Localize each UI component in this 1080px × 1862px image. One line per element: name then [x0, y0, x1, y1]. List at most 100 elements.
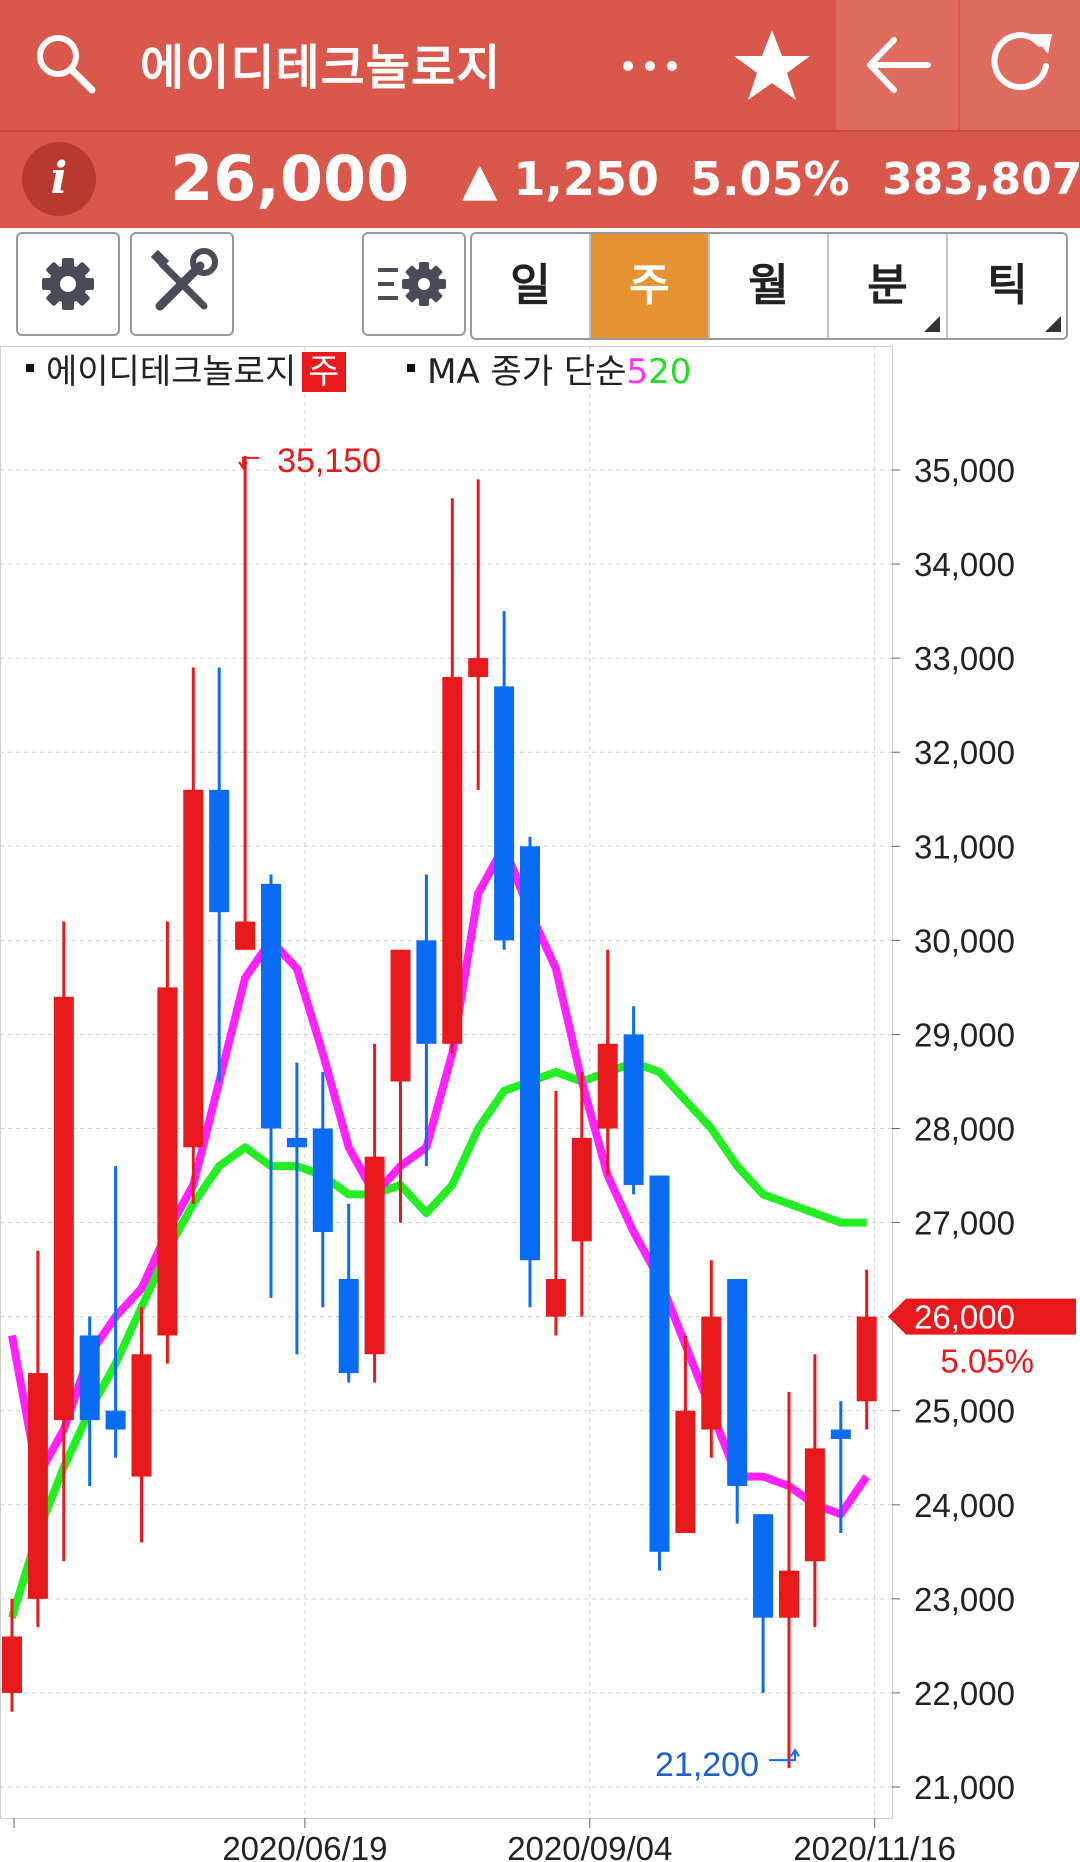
candle-body [416, 940, 437, 1044]
candle-body [131, 1354, 152, 1477]
legend-stock-name: 에이디테크놀로지 [46, 352, 297, 392]
candle-body [235, 921, 256, 950]
y-tick-label: 31,000 [914, 828, 1015, 865]
change-percent: 5.05% [690, 152, 850, 206]
candle-body [312, 1128, 333, 1232]
high-label: 35,150 [277, 442, 381, 480]
candle-body [79, 1335, 100, 1421]
current-price-tag [888, 1298, 1076, 1335]
y-tick-label: 35,000 [914, 452, 1015, 489]
candle-body [545, 1279, 566, 1317]
candle-body [105, 1410, 126, 1430]
candle-body [2, 1636, 22, 1693]
y-tick-label: 30,000 [914, 922, 1015, 959]
x-tick-label: 2020/09/04 [507, 1830, 672, 1862]
ma5-line [8, 842, 870, 1519]
current-price-label: 26,000 [914, 1299, 1015, 1336]
gear-icon [42, 258, 94, 310]
y-tick-label: 32,000 [914, 734, 1015, 771]
dropdown-corner-icon [924, 316, 940, 332]
refresh-icon [991, 32, 1052, 91]
legend-ma20: 20 [648, 352, 692, 392]
candle-body [364, 1156, 385, 1355]
legend-marker [407, 363, 416, 372]
y-tick-label: 22,000 [914, 1675, 1015, 1712]
top-bar: 에이디테크놀로지 [0, 0, 1080, 130]
star-icon[interactable] [730, 24, 814, 108]
candle-body [390, 949, 411, 1082]
y-tick-label: 24,000 [914, 1487, 1015, 1524]
candle-body [157, 987, 178, 1336]
candle-body [53, 996, 74, 1421]
x-tick-label: 2020/11/16 [793, 1830, 956, 1862]
y-tick-label: 29,000 [914, 1016, 1015, 1053]
candle-body [623, 1034, 644, 1185]
candle-body [183, 789, 204, 1148]
legend-period-badge: 주 [302, 352, 346, 392]
candle-body [701, 1316, 722, 1430]
quote-bar: i 26,000 ▲ 1,250 5.05% 383,807 [0, 130, 1080, 230]
candle-body [442, 676, 463, 1044]
candle-body [27, 1373, 48, 1599]
y-tick-label: 33,000 [914, 640, 1015, 677]
more-icon[interactable] [610, 26, 690, 104]
search-icon[interactable] [28, 26, 106, 104]
candle-body [209, 789, 230, 913]
candle-body [779, 1570, 799, 1618]
y-tick-label: 27,000 [914, 1205, 1015, 1242]
y-tick-label: 23,000 [914, 1581, 1015, 1618]
y-tick-label: 34,000 [914, 546, 1015, 583]
candle-body [338, 1279, 359, 1374]
low-label: 21,200 [655, 1746, 759, 1784]
info-button[interactable]: i [22, 142, 96, 216]
candle-body [468, 658, 489, 677]
current-percent-label: 5.05% [940, 1343, 1034, 1380]
period-tab-minute[interactable]: 분 [829, 234, 948, 338]
price-change: ▲ 1,250 [462, 152, 659, 206]
candle-body [727, 1279, 748, 1486]
period-tab-month[interactable]: 월 [710, 234, 829, 338]
period-tab-week[interactable]: 주 [591, 234, 710, 338]
chart-toolbar: 일 주 월 분 틱 [0, 228, 1080, 346]
candle-body [675, 1410, 696, 1534]
y-tick-label: 25,000 [914, 1393, 1015, 1430]
volume: 383,807 [882, 154, 1080, 205]
stock-name-title[interactable]: 에이디테크놀로지 [140, 40, 502, 96]
candle-body [261, 883, 281, 1129]
x-tick-label: 2020/06/19 [222, 1830, 387, 1862]
candle-body [830, 1429, 851, 1439]
dropdown-corner-icon [1045, 316, 1061, 332]
current-price: 26,000 [170, 142, 410, 215]
settings-button[interactable] [16, 232, 120, 336]
candle-body [856, 1316, 877, 1402]
legend-marker [26, 363, 34, 372]
period-tab-day[interactable]: 일 [472, 234, 591, 338]
ma20-line [8, 1058, 867, 1619]
y-tick-label: 21,000 [914, 1769, 1015, 1806]
candle-body [753, 1514, 774, 1618]
candle-body [286, 1137, 307, 1148]
candle-body [520, 846, 540, 1261]
indicator-settings-button[interactable] [362, 232, 466, 336]
legend-ma5: 5 [626, 352, 649, 392]
chart-legend: 에이디테크놀로지 주 MA 종가 단순520 [26, 344, 691, 393]
back-button[interactable] [836, 0, 958, 130]
candle-body [804, 1448, 825, 1562]
candle-body [494, 686, 515, 941]
tools-icon [150, 248, 218, 311]
candle-body [649, 1175, 670, 1552]
low-marker-icon [769, 1748, 800, 1762]
period-tab-tick[interactable]: 틱 [948, 234, 1066, 338]
back-arrow-icon [867, 37, 931, 93]
candle-body [571, 1137, 592, 1242]
plot-area [0, 346, 893, 1819]
indicator-settings-icon [378, 262, 446, 306]
period-selector: 일 주 월 분 틱 [470, 232, 1068, 340]
candlestick-chart[interactable]: 35,000 34,000 33,000 32,000 31,000 30,000 29,0… [0, 346, 1080, 1862]
candle-body [597, 1043, 618, 1129]
high-marker-icon [238, 456, 260, 470]
tools-button[interactable] [130, 232, 234, 336]
y-tick-label: 28,000 [914, 1111, 1015, 1148]
legend-ma-label: MA 종가 단순 [427, 352, 627, 392]
refresh-button[interactable] [960, 0, 1080, 130]
